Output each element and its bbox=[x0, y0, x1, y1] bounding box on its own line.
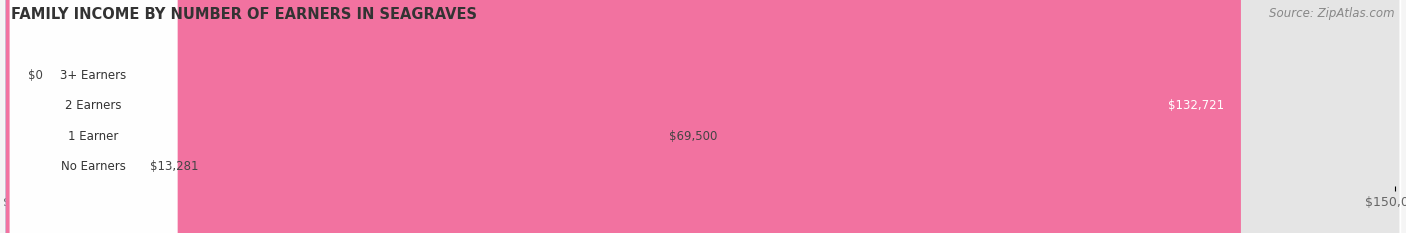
FancyBboxPatch shape bbox=[6, 0, 139, 233]
FancyBboxPatch shape bbox=[10, 0, 177, 233]
Text: 3+ Earners: 3+ Earners bbox=[60, 69, 127, 82]
Text: $132,721: $132,721 bbox=[1168, 99, 1225, 113]
FancyBboxPatch shape bbox=[6, 0, 1400, 233]
Text: FAMILY INCOME BY NUMBER OF EARNERS IN SEAGRAVES: FAMILY INCOME BY NUMBER OF EARNERS IN SE… bbox=[11, 7, 477, 22]
Text: No Earners: No Earners bbox=[60, 160, 127, 173]
FancyBboxPatch shape bbox=[10, 0, 177, 233]
FancyBboxPatch shape bbox=[6, 0, 658, 233]
FancyBboxPatch shape bbox=[6, 0, 1400, 233]
FancyBboxPatch shape bbox=[10, 0, 177, 233]
Text: $69,500: $69,500 bbox=[669, 130, 717, 143]
Text: 1 Earner: 1 Earner bbox=[69, 130, 118, 143]
Text: 2 Earners: 2 Earners bbox=[65, 99, 122, 113]
Text: $13,281: $13,281 bbox=[150, 160, 198, 173]
FancyBboxPatch shape bbox=[6, 0, 1400, 233]
FancyBboxPatch shape bbox=[6, 0, 1400, 233]
Text: $0: $0 bbox=[28, 69, 42, 82]
Text: Source: ZipAtlas.com: Source: ZipAtlas.com bbox=[1270, 7, 1395, 20]
FancyBboxPatch shape bbox=[6, 0, 1241, 233]
FancyBboxPatch shape bbox=[10, 0, 177, 233]
